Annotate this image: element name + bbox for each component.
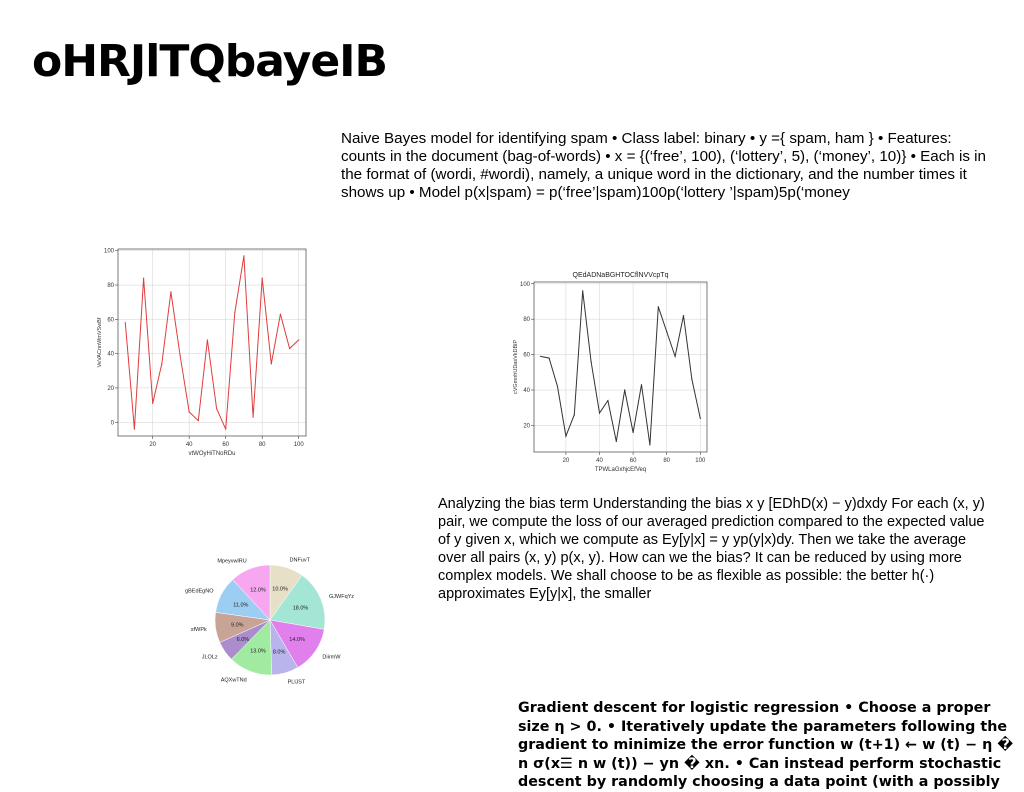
pie-category-label: GJWFqYz — [329, 594, 354, 600]
pie-pct-label: 6.0% — [237, 637, 250, 643]
data-point — [225, 428, 227, 430]
x-tick-label: 20 — [563, 458, 570, 464]
naive-bayes-paragraph: Naive Bayes model for identifying spam •… — [341, 130, 986, 201]
data-point — [607, 400, 609, 402]
pie-pct-label: 8.0% — [273, 650, 286, 656]
data-point — [548, 357, 550, 359]
plot-frame — [117, 248, 307, 437]
data-point — [573, 414, 575, 416]
x-tick-label: 60 — [222, 442, 229, 448]
data-point — [582, 290, 584, 292]
data-point — [699, 417, 701, 419]
x-tick-label: 100 — [695, 458, 706, 464]
pie-category-label: DiirmW — [322, 654, 341, 660]
bias-term-paragraph: Analyzing the bias term Understanding th… — [438, 496, 985, 602]
data-point — [682, 315, 685, 317]
data-point — [252, 416, 254, 418]
x-tick-label: 100 — [294, 442, 305, 448]
pie-chart: 10.0% DNFuvT 18.0% GJWFqYz 14.0% DiirmW 8.0% PL… — [185, 557, 354, 685]
data-point — [197, 419, 199, 422]
x-axis-label: TPWLaGxhjcEfVeq — [595, 467, 646, 473]
y-tick-label: 60 — [107, 317, 114, 323]
data-point — [657, 306, 659, 308]
chart-title: QEdADNaBGHTOCflNVVcpTq — [573, 272, 669, 279]
y-tick-label: 100 — [520, 282, 531, 288]
y-tick-label: 60 — [523, 353, 530, 359]
data-point — [288, 347, 291, 350]
data-point — [624, 389, 626, 391]
data-point — [590, 361, 592, 363]
pie-pct-label: 18.0% — [293, 606, 309, 612]
data-point — [243, 255, 245, 257]
y-tick-label: 20 — [107, 386, 114, 392]
data-point — [188, 411, 190, 413]
data-point — [540, 355, 542, 357]
pie-pct-label: 13.0% — [250, 649, 266, 655]
line-chart-red: 20 40 60 80 100 0 20 40 60 80 100 vtWOyHiTNoRDu VeVA… — [97, 248, 307, 457]
x-tick-label: 60 — [630, 458, 637, 464]
data-point — [666, 330, 668, 333]
data-point — [565, 435, 567, 437]
data-point — [234, 311, 236, 314]
pie-category-label: MpeyvwlRU — [217, 559, 246, 565]
data-point — [632, 431, 634, 434]
data-point — [152, 402, 154, 405]
pie-pct-label: 10.0% — [272, 587, 288, 593]
y-tick-label: 100 — [104, 249, 115, 255]
plot-frame — [533, 281, 708, 453]
pie-category-label: gBEdEgNO — [185, 588, 214, 594]
gradient-descent-paragraph: Gradient descent for logistic regression… — [518, 700, 1014, 790]
x-tick-label: 80 — [259, 442, 266, 448]
data-point — [215, 407, 218, 410]
x-axis-label: vtWOyHiTNoRDu — [188, 451, 235, 457]
pie-pct-label: 9.0% — [231, 623, 244, 629]
x-tick-label: 20 — [149, 442, 156, 448]
data-point — [206, 339, 209, 341]
pie-category-label: PLlJST — [288, 679, 306, 685]
data-point — [674, 355, 676, 357]
x-tick-label: 40 — [596, 458, 603, 464]
data-point — [124, 322, 126, 324]
series-line — [540, 290, 701, 445]
data-point — [179, 354, 181, 356]
pie-slice — [269, 574, 326, 630]
pie-category-label: AQXwTNd — [221, 677, 247, 683]
y-axis-label: cVGmnhUDasVkDBiP — [513, 340, 519, 394]
data-point — [270, 363, 272, 365]
pie-slice — [232, 564, 271, 621]
data-point — [691, 378, 693, 380]
y-tick-label: 40 — [523, 388, 530, 394]
pie-category-label: DNFuvT — [290, 557, 311, 563]
pie-pct-label: 12.0% — [250, 587, 266, 593]
series-line — [124, 255, 300, 430]
y-tick-label: 80 — [523, 317, 530, 323]
y-axis-label: VeVACnnWmVSwBf — [97, 317, 103, 367]
line-chart-dark: QEdADNaBGHTOCflNVVcpTq 20 40 60 80 100 20 40 60 8… — [513, 272, 708, 473]
data-point — [556, 385, 559, 388]
data-point — [170, 291, 172, 293]
y-tick-label: 80 — [107, 283, 114, 289]
data-point — [279, 313, 282, 315]
data-point — [598, 412, 601, 414]
y-tick-label: 20 — [523, 423, 530, 429]
data-point — [142, 277, 145, 279]
pie-pct-label: 11.0% — [233, 603, 248, 609]
data-point — [133, 428, 136, 430]
data-point — [615, 440, 617, 442]
data-point — [261, 277, 263, 279]
x-tick-label: 80 — [663, 458, 670, 464]
data-point — [298, 339, 300, 341]
slide-title: oHRJlTQbayeIB — [32, 36, 388, 87]
pie-category-label: sfWPk — [191, 627, 207, 633]
data-point — [649, 444, 651, 446]
y-tick-label: 0 — [111, 420, 115, 426]
x-tick-label: 40 — [186, 442, 193, 448]
pie-category-label: JLOLz — [202, 654, 218, 660]
data-point — [161, 363, 163, 365]
y-tick-label: 40 — [107, 352, 114, 358]
data-point — [640, 384, 643, 386]
pie-pct-label: 14.0% — [289, 637, 305, 643]
